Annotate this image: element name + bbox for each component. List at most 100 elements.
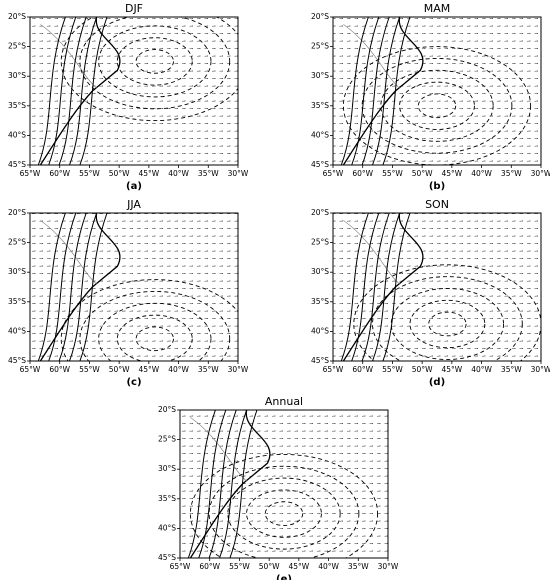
contour-solid	[208, 410, 237, 558]
x-tick-label: 65°W	[323, 169, 344, 178]
y-tick-label: 20°S	[311, 208, 329, 217]
y-tick-label: 20°S	[8, 12, 26, 21]
contour-dashed	[60, 17, 238, 122]
contour-solid	[382, 17, 411, 165]
contour-dashed	[116, 314, 193, 361]
coastline	[39, 213, 121, 361]
y-tick-label: 25°S	[158, 435, 176, 444]
y-tick-label: 30°S	[158, 464, 176, 473]
x-tick-label: 60°W	[49, 169, 70, 178]
contour-solid	[69, 213, 98, 361]
panel-label: (e)	[276, 574, 292, 580]
vector-field	[333, 213, 541, 361]
x-tick-label: 65°W	[323, 365, 344, 374]
panel-title: MAM	[424, 2, 451, 15]
panel-label: (a)	[126, 181, 142, 192]
contour-solid	[382, 213, 411, 361]
map-content	[333, 17, 541, 165]
contour-solid	[340, 17, 369, 165]
panel-frame	[29, 16, 239, 166]
x-tick-label: 35°W	[501, 169, 522, 178]
y-tick-label: 30°S	[311, 267, 329, 276]
contour-dashed	[361, 57, 513, 154]
contour-solid	[372, 17, 401, 165]
x-tick-label: 55°W	[79, 169, 100, 178]
contour-solid	[351, 213, 380, 361]
contour-dashed	[428, 311, 467, 337]
x-tick-label: 40°W	[168, 365, 189, 374]
coastline	[189, 410, 271, 558]
x-tick-label: 55°W	[382, 169, 403, 178]
x-tick-label: 35°W	[198, 365, 219, 374]
contour-dashed	[60, 279, 238, 361]
x-tick-label: 30°W	[531, 365, 550, 374]
coastline	[342, 17, 424, 165]
border	[343, 220, 400, 285]
x-tick-label: 45°W	[441, 169, 462, 178]
contour-solid	[229, 410, 258, 558]
map-content	[180, 410, 388, 558]
contour-dashed	[264, 501, 304, 526]
x-tick-label: 60°W	[352, 365, 373, 374]
x-tick-label: 65°W	[170, 562, 191, 571]
y-tick-label: 35°S	[158, 494, 176, 503]
contour-dashed	[246, 489, 322, 538]
contour-dashed	[380, 69, 494, 142]
x-tick-label: 60°W	[199, 562, 220, 571]
contour-solid	[361, 213, 390, 361]
x-tick-label: 55°W	[382, 365, 403, 374]
y-tick-label: 40°S	[8, 326, 26, 335]
y-tick-label: 40°S	[311, 326, 329, 335]
x-tick-label: 55°W	[229, 562, 250, 571]
y-tick-label: 25°S	[8, 238, 26, 247]
contour-dashed	[116, 37, 193, 86]
x-tick-label: 45°W	[138, 365, 159, 374]
y-tick-label: 45°S	[158, 553, 176, 562]
x-tick-label: 30°W	[531, 169, 550, 178]
panel-title: DJF	[125, 2, 143, 15]
x-tick-label: 55°W	[79, 365, 100, 374]
panel-frame	[29, 212, 239, 362]
panel-title: JJA	[126, 198, 141, 211]
y-tick-label: 45°S	[311, 356, 329, 365]
contour-solid	[69, 17, 98, 165]
border	[40, 220, 97, 285]
panel-frame	[332, 212, 542, 362]
x-tick-label: 35°W	[501, 365, 522, 374]
contour-dashed	[390, 288, 505, 360]
y-tick-label: 40°S	[8, 130, 26, 139]
x-tick-label: 45°W	[288, 562, 309, 571]
contour-solid	[79, 17, 108, 165]
contour-solid	[58, 213, 87, 361]
contour-solid	[340, 213, 369, 361]
y-tick-label: 20°S	[311, 12, 329, 21]
contour-solid	[37, 213, 66, 361]
panel-title: Annual	[265, 395, 303, 408]
y-tick-label: 40°S	[311, 130, 329, 139]
x-tick-label: 35°W	[198, 169, 219, 178]
y-tick-label: 45°S	[8, 356, 26, 365]
map-content	[30, 17, 238, 165]
y-tick-label: 35°S	[311, 101, 329, 110]
vector-field	[30, 17, 238, 165]
y-tick-label: 40°S	[158, 523, 176, 532]
contour-solid	[79, 213, 108, 361]
contour-dashed	[98, 302, 212, 361]
contour-dashed	[79, 291, 231, 361]
x-tick-label: 35°W	[348, 562, 369, 571]
y-tick-label: 20°S	[158, 405, 176, 414]
contour-dashed	[98, 25, 212, 98]
y-tick-label: 35°S	[8, 297, 26, 306]
contour-dashed	[189, 453, 379, 558]
x-tick-label: 30°W	[228, 169, 249, 178]
y-tick-label: 45°S	[8, 160, 26, 169]
x-tick-label: 50°W	[109, 365, 130, 374]
map-panel: JJA (c) 65°W 60°W 55°W 50°W 45°W 40°W 35°W 30°W 20…	[8, 198, 249, 388]
x-tick-label: 40°W	[318, 562, 339, 571]
vector-field	[180, 410, 388, 558]
x-tick-label: 45°W	[138, 169, 159, 178]
contour-dashed	[372, 276, 523, 361]
contour-dashed	[135, 326, 174, 352]
x-tick-label: 40°W	[471, 169, 492, 178]
y-tick-label: 25°S	[311, 42, 329, 51]
